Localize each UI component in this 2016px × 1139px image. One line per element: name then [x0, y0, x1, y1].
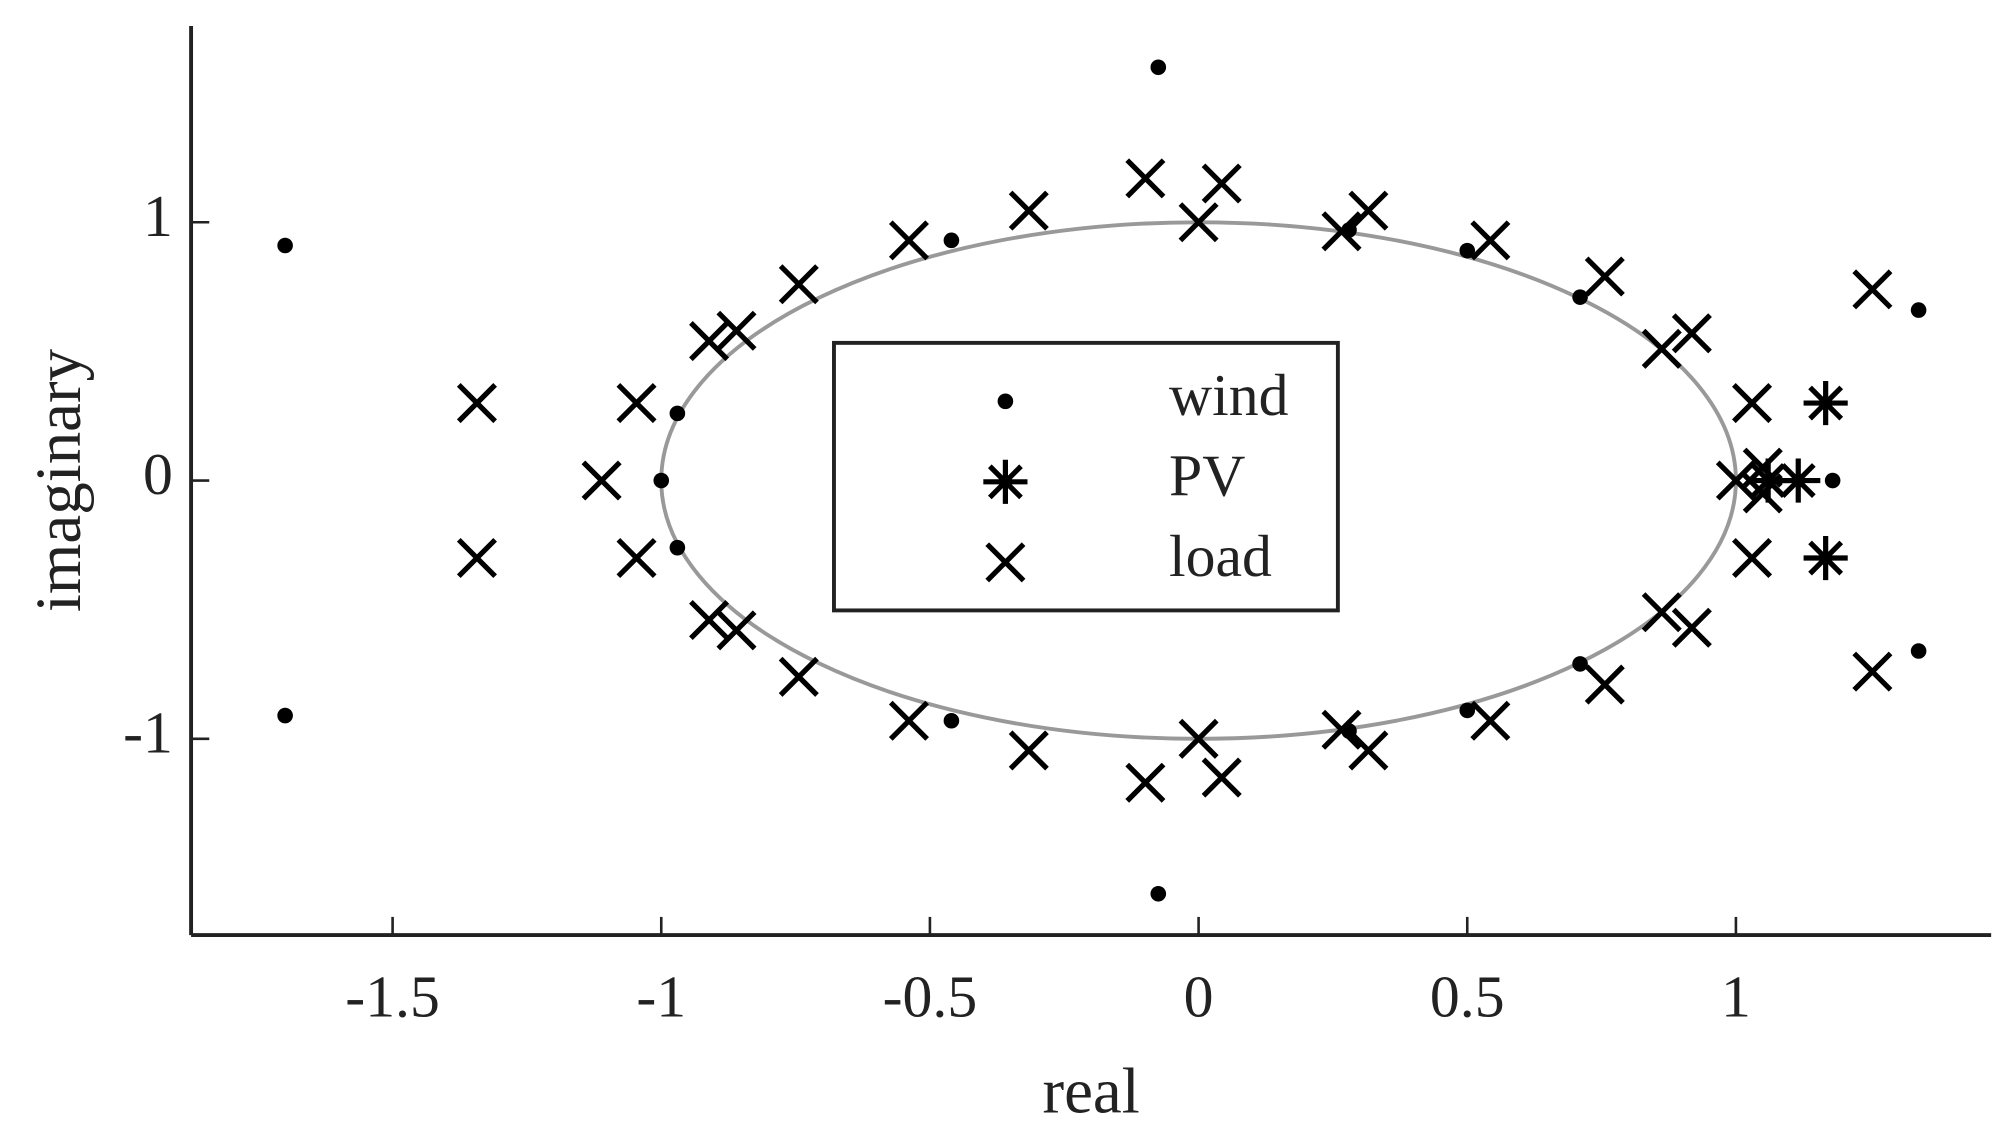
legend-label: load	[1169, 523, 1272, 589]
load-point	[456, 383, 497, 424]
wind-point	[1910, 643, 1927, 659]
wind-point	[669, 405, 686, 422]
load-point	[1348, 190, 1389, 231]
legend-marker	[983, 459, 1028, 504]
load-point	[581, 460, 622, 501]
load-point	[456, 537, 497, 579]
wind-point	[1572, 289, 1588, 305]
load-point	[1125, 762, 1166, 803]
pv-point	[1803, 380, 1848, 426]
load-point	[1732, 383, 1773, 424]
legend-label: wind	[1169, 362, 1289, 428]
load-point	[1008, 190, 1049, 231]
wind-point	[277, 237, 293, 254]
x-tick-label: 0	[1184, 963, 1214, 1029]
load-point	[616, 537, 657, 579]
load-point	[1201, 163, 1242, 204]
pv-point	[1776, 458, 1821, 503]
x-tick-label: -0.5	[883, 963, 978, 1029]
load-point	[1641, 328, 1682, 369]
wind-point	[1910, 302, 1927, 318]
load-point	[1470, 700, 1511, 741]
y-axis-label: imaginary	[23, 348, 95, 612]
load-point	[1178, 202, 1219, 243]
load-point	[1732, 537, 1773, 579]
load-point	[1008, 730, 1049, 771]
load-point	[1348, 730, 1389, 771]
wind-point	[1824, 472, 1841, 489]
x-tick-label: 0.5	[1430, 963, 1505, 1029]
legend-box	[832, 340, 1340, 613]
load-point	[778, 656, 819, 697]
load-point	[1715, 460, 1756, 501]
x-axis-label: real	[1042, 1055, 1139, 1127]
y-tick-label: 1	[143, 183, 173, 249]
load-point	[1742, 473, 1783, 514]
load-point	[888, 700, 929, 741]
wind-point	[1572, 656, 1588, 672]
load-point	[1470, 220, 1511, 261]
load-point	[1201, 757, 1242, 798]
legend-label: PV	[1169, 443, 1245, 509]
load-point	[778, 264, 819, 305]
load-point	[1852, 651, 1893, 692]
x-tick-label: -1	[636, 963, 686, 1029]
load-point	[1125, 158, 1166, 199]
load-point	[1178, 718, 1219, 759]
wind-point	[277, 707, 293, 724]
y-tick-label: -1	[123, 700, 173, 766]
load-point	[888, 220, 929, 261]
load-point	[1641, 592, 1682, 633]
wind-point	[653, 472, 670, 489]
x-tick-label: 1	[1721, 963, 1751, 1029]
load-point	[1321, 211, 1362, 252]
legend-marker	[997, 393, 1014, 410]
wind-point	[943, 232, 960, 249]
wind-point	[1459, 242, 1476, 259]
wind-point	[1459, 702, 1476, 719]
load-point	[716, 310, 757, 351]
wind-point	[669, 539, 686, 556]
pv-point	[1803, 535, 1848, 581]
load-point	[689, 599, 730, 641]
wind-point	[1150, 59, 1167, 76]
load-point	[689, 321, 730, 362]
load-point	[1671, 313, 1712, 354]
pv-point	[1746, 458, 1791, 503]
load-point	[1671, 607, 1712, 648]
load-point	[1584, 664, 1625, 705]
wind-point	[1150, 885, 1167, 902]
load-point	[716, 610, 757, 651]
load-point	[1584, 256, 1625, 297]
load-point	[616, 383, 657, 424]
y-tick-label: 0	[143, 441, 173, 507]
load-point	[1321, 709, 1362, 750]
x-tick-label: -1.5	[345, 963, 440, 1029]
legend-marker	[985, 542, 1026, 583]
load-point	[1852, 269, 1893, 310]
wind-point	[943, 712, 960, 729]
